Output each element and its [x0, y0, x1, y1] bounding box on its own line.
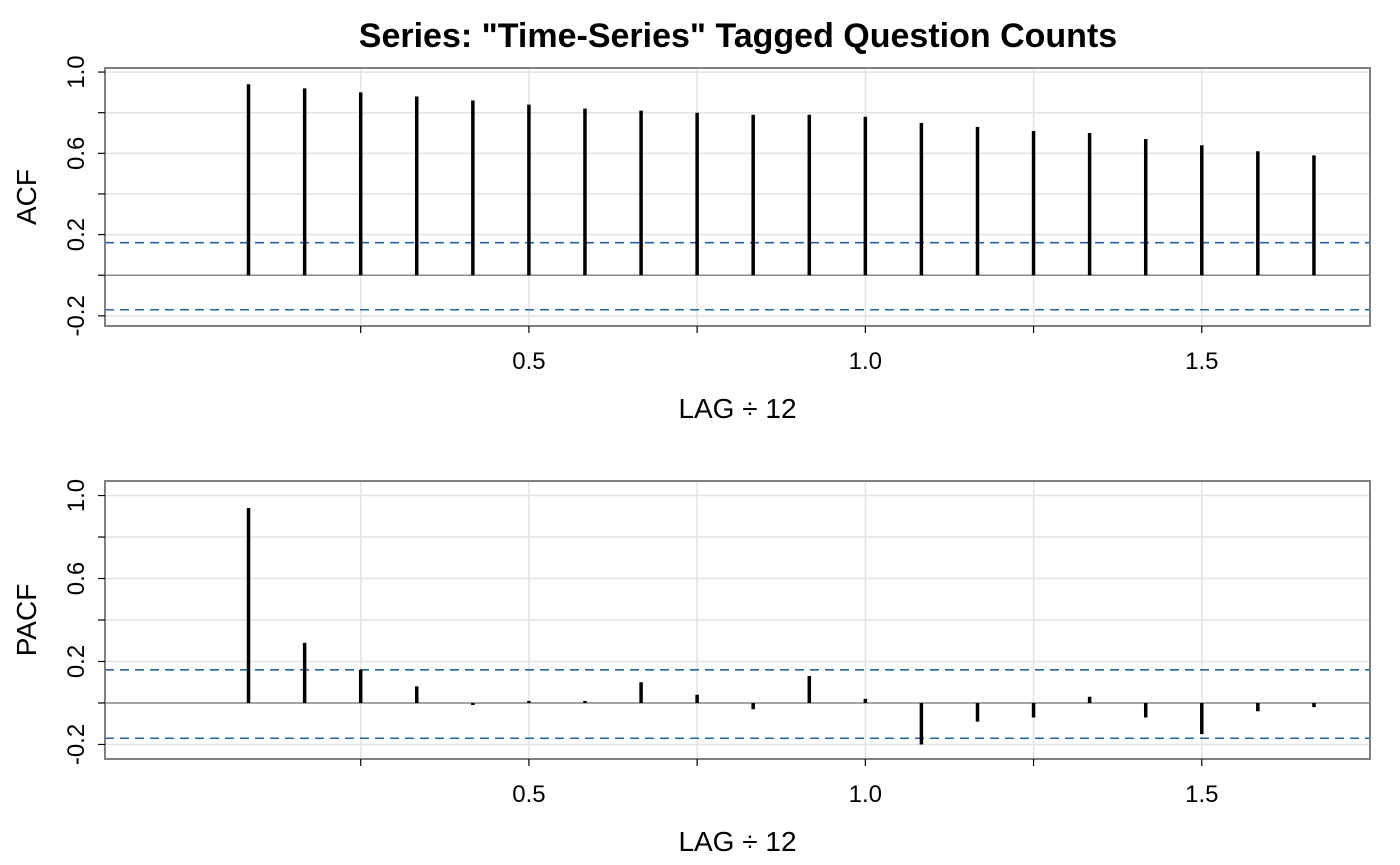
y-tick-label: 0.6: [63, 137, 90, 170]
acf-panel: 0.5 1.0 1.5 -0.2 0.2 0.6 1.0 ACF LAG ÷ 12: [11, 55, 1371, 424]
y-axis-title: PACF: [11, 584, 42, 657]
y-tick-label: 0.6: [63, 562, 90, 595]
plot-frame: [104, 67, 1371, 327]
x-tick-label: 1.5: [1185, 781, 1218, 808]
y-tick-label: 1.0: [63, 55, 90, 88]
x-tick-label: 0.5: [512, 348, 545, 375]
chart-panels: 0.5 1.0 1.5 -0.2 0.2 0.6 1.0 ACF LAG ÷ 12 0.5 1.0 1…: [11, 55, 1371, 857]
x-tick-label: 1.0: [849, 781, 882, 808]
x-axis-title: LAG ÷ 12: [678, 826, 796, 857]
x-tick-label: 0.5: [512, 781, 545, 808]
y-tick-label: 0.2: [63, 218, 90, 251]
y-tick-label: 0.2: [63, 645, 90, 678]
y-tick-label: 1.0: [63, 479, 90, 512]
pacf-panel: 0.5 1.0 1.5 -0.2 0.2 0.6 1.0 PACF LAG ÷ 12: [11, 479, 1371, 857]
y-axis-title: ACF: [11, 169, 42, 225]
x-axis-title: LAG ÷ 12: [678, 393, 796, 424]
x-tick-label: 1.5: [1185, 348, 1218, 375]
y-tick-label: -0.2: [63, 724, 90, 765]
chart-title: Series: "Time-Series" Tagged Question Co…: [359, 17, 1117, 55]
x-tick-label: 1.0: [849, 348, 882, 375]
y-tick-label: -0.2: [63, 295, 90, 336]
